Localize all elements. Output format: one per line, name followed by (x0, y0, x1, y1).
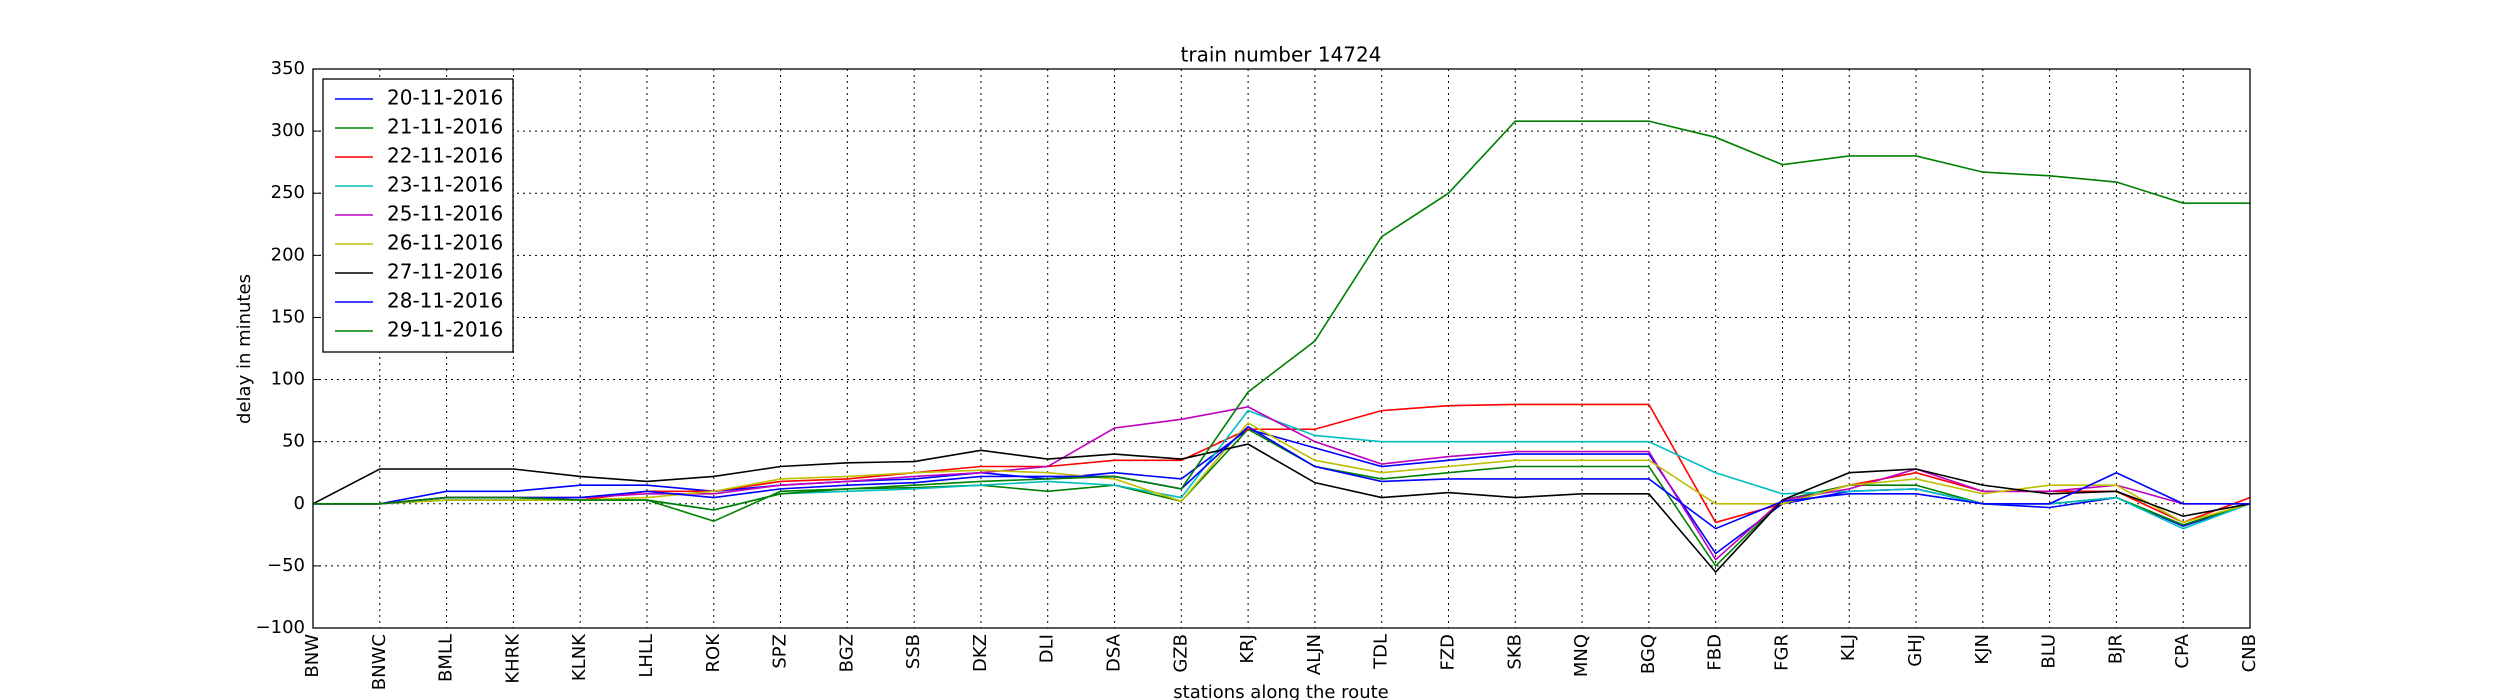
y-tick-label: −50 (267, 555, 305, 576)
x-tick-label: BNW (302, 634, 323, 678)
series-line (313, 409, 2251, 530)
x-tick-label: BNWC (369, 634, 390, 690)
legend-label: 25-11-2016 (387, 202, 503, 226)
x-axis-label: stations along the route (1173, 682, 1388, 700)
x-tick-label: FBD (1705, 634, 1726, 671)
legend-label: 22-11-2016 (387, 144, 503, 168)
series-line (312, 443, 2251, 574)
x-tick-label: KHRK (502, 633, 523, 684)
y-tick-label: 150 (271, 306, 305, 327)
x-tick-label: ROK (703, 633, 724, 673)
y-tick-label: 350 (271, 58, 305, 79)
legend-label: 29-11-2016 (387, 318, 503, 342)
x-tick-label: BGZ (836, 634, 857, 672)
y-tick-label: 100 (271, 369, 305, 390)
x-tick-label: FZD (1437, 634, 1458, 671)
x-tick-label: CNB (2239, 634, 2260, 672)
legend-label: 20-11-2016 (387, 86, 503, 110)
x-tick-label: BLU (2039, 634, 2060, 669)
y-tick-label: −100 (256, 617, 305, 638)
series-line (313, 120, 2250, 511)
y-tick-label: 200 (271, 244, 305, 265)
series-line (313, 406, 2250, 561)
x-tick-label: CPA (2172, 633, 2193, 668)
legend-label: 26-11-2016 (387, 231, 503, 255)
x-tick-label: FGR (1771, 634, 1792, 671)
legend-label: 28-11-2016 (387, 289, 503, 313)
x-tick-label: DLI (1037, 634, 1058, 663)
y-axis-label: delay in minutes (234, 274, 255, 424)
chart-title: train number 14724 (1181, 43, 1382, 67)
x-tick-label: GHJ (1905, 634, 1926, 667)
legend-label: 27-11-2016 (387, 260, 503, 284)
y-tick-label: 250 (271, 182, 305, 203)
x-tick-label: KRJ (1237, 634, 1258, 664)
x-tick-label: SSB (903, 634, 924, 669)
y-tick-label: 300 (271, 120, 305, 141)
x-tick-label: DSA (1104, 633, 1125, 672)
legend-label: 21-11-2016 (387, 115, 503, 139)
x-tick-label: BGQ (1638, 634, 1659, 674)
y-tick-label: 0 (294, 493, 305, 514)
x-tick-label: DKZ (970, 634, 991, 672)
legend-label: 23-11-2016 (387, 173, 503, 197)
plot-frame (312, 68, 2251, 629)
x-tick-label: KLJ (1838, 634, 1859, 661)
x-tick-label: KJN (1972, 634, 1993, 665)
x-tick-label: LHLL (636, 634, 657, 678)
series-line (313, 422, 2251, 524)
x-tick-label: KLNK (569, 633, 590, 681)
x-tick-label: ALJN (1304, 634, 1325, 675)
x-tick-label: SKB (1504, 634, 1525, 670)
y-tick-label: 50 (282, 431, 305, 452)
x-tick-label: MNQ (1571, 634, 1592, 677)
series-line (313, 425, 2250, 530)
x-tick-label: SPZ (770, 634, 791, 669)
x-tick-label: TDL (1371, 634, 1392, 670)
x-tick-label: BJR (2105, 634, 2126, 664)
x-tick-label: GZB (1170, 634, 1191, 673)
x-tick-label: BMLL (436, 634, 457, 682)
legend: 20-11-2016 21-11-2016 22-11-2016 23-11-2016… (322, 78, 514, 353)
